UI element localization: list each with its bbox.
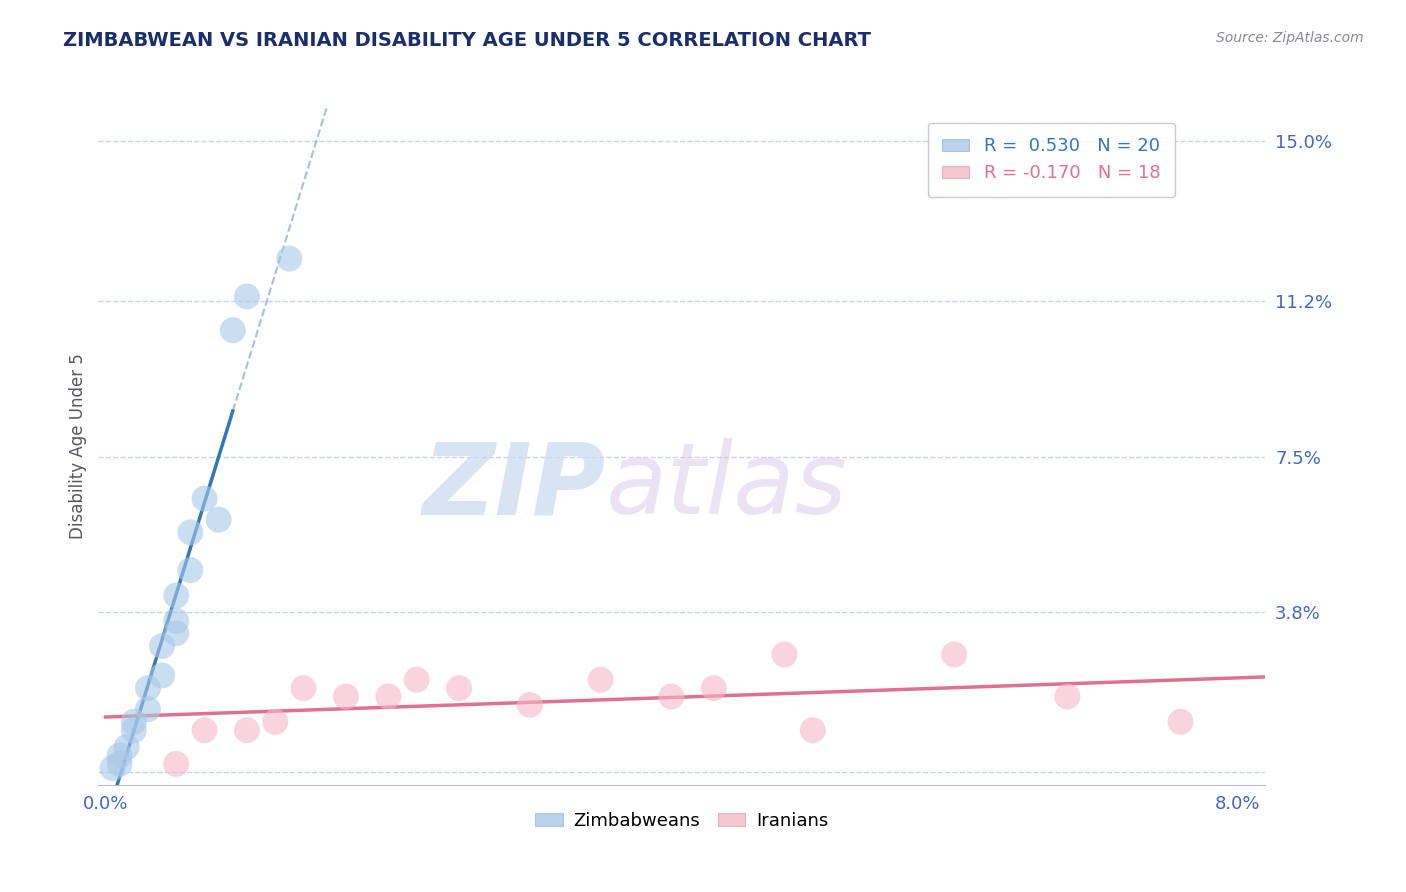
Point — [405, 673, 427, 687]
Point — [122, 723, 145, 738]
Point — [108, 756, 131, 771]
Point — [659, 690, 682, 704]
Point — [449, 681, 471, 695]
Point — [1056, 690, 1078, 704]
Point — [208, 513, 231, 527]
Legend: Zimbabweans, Iranians: Zimbabweans, Iranians — [529, 805, 835, 837]
Point — [193, 723, 215, 738]
Point — [222, 323, 245, 337]
Point — [165, 589, 187, 603]
Point — [150, 639, 173, 653]
Text: atlas: atlas — [606, 438, 848, 535]
Point — [801, 723, 824, 738]
Point — [115, 740, 138, 755]
Text: ZIP: ZIP — [423, 438, 606, 535]
Point — [703, 681, 725, 695]
Point — [292, 681, 315, 695]
Point — [773, 648, 796, 662]
Point — [377, 690, 399, 704]
Point — [150, 668, 173, 682]
Point — [108, 748, 131, 763]
Point — [122, 714, 145, 729]
Point — [165, 626, 187, 640]
Point — [943, 648, 966, 662]
Point — [1170, 714, 1192, 729]
Point — [193, 491, 215, 506]
Point — [236, 723, 259, 738]
Point — [165, 614, 187, 628]
Point — [136, 702, 159, 716]
Point — [179, 563, 201, 577]
Text: ZIMBABWEAN VS IRANIAN DISABILITY AGE UNDER 5 CORRELATION CHART: ZIMBABWEAN VS IRANIAN DISABILITY AGE UND… — [63, 31, 872, 50]
Y-axis label: Disability Age Under 5: Disability Age Under 5 — [69, 353, 87, 539]
Point — [101, 761, 124, 775]
Text: Source: ZipAtlas.com: Source: ZipAtlas.com — [1216, 31, 1364, 45]
Point — [264, 714, 287, 729]
Point — [519, 698, 541, 712]
Point — [136, 681, 159, 695]
Point — [236, 289, 259, 303]
Point — [589, 673, 612, 687]
Point — [179, 525, 201, 540]
Point — [278, 252, 301, 266]
Point — [165, 756, 187, 771]
Point — [335, 690, 357, 704]
